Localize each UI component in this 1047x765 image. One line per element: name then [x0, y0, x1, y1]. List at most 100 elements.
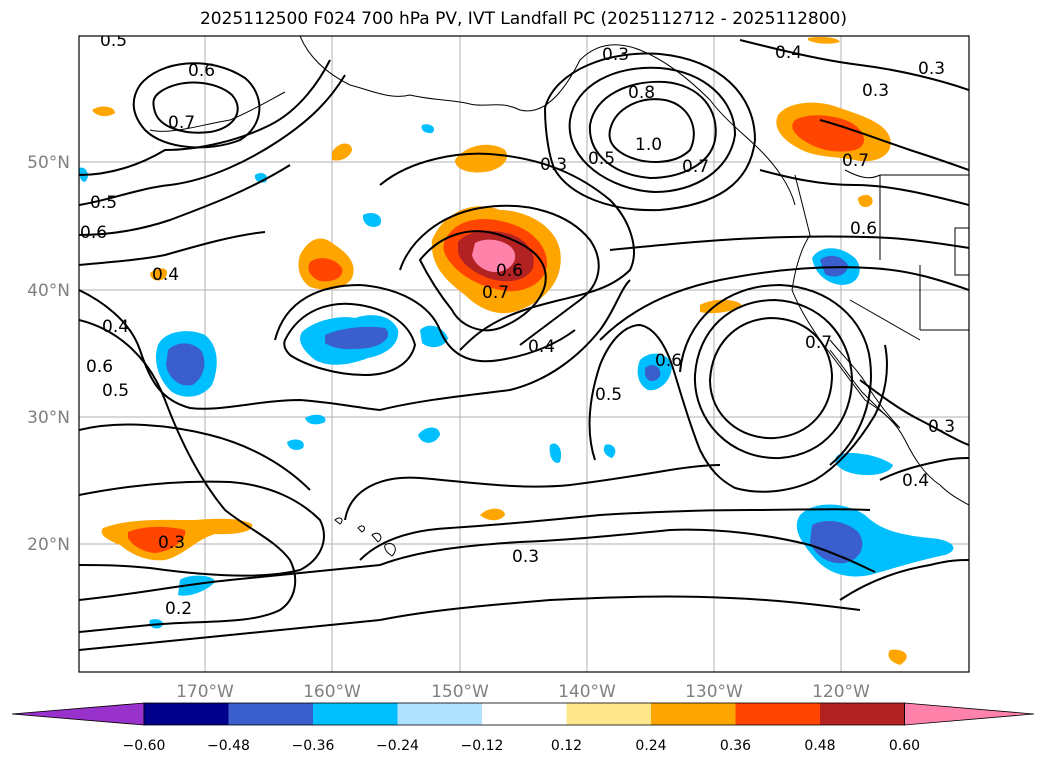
colorbar-tick-label: −0.24	[376, 738, 419, 754]
colorbar-min-extend	[11, 702, 145, 726]
coastline-baja	[829, 339, 901, 429]
lat-label-40n: 40°N	[27, 281, 70, 301]
ivt-neg-region-small4	[362, 213, 382, 227]
contour-label: 0.3	[512, 547, 539, 567]
contour-label: 0.6	[496, 261, 523, 281]
contour-label: 0.5	[588, 149, 615, 169]
ivt-neg-region-mex	[835, 453, 893, 476]
lon-label-160w: 160°W	[303, 682, 361, 702]
map-title: 2025112500 F024 700 hPa PV, IVT Landfall…	[199, 9, 847, 29]
contour-label: 0.3	[158, 533, 185, 553]
contour-label: 0.7	[482, 283, 509, 303]
lon-label-120w: 120°W	[812, 682, 870, 702]
contour-label: 0.3	[918, 59, 945, 79]
contour-label: 0.6	[80, 223, 107, 243]
ivt-neg-region-small2	[418, 427, 440, 443]
contour-label: 0.7	[682, 157, 709, 177]
map-area: 0.5 0.6 0.7 0.5 0.6 0.4 0.4 0.6 0.5 0.3 …	[79, 31, 969, 672]
lat-label-30n: 30°N	[27, 408, 70, 428]
colorbar-tick-label: 0.24	[635, 738, 666, 754]
contour-label: 0.3	[540, 155, 567, 175]
ivt-neg-region-c-inner	[325, 326, 389, 350]
ivt-neg-region-w-inner	[166, 343, 205, 386]
contour-label: 0.2	[165, 599, 192, 619]
colorbar-segment	[735, 703, 820, 725]
contour-label: 0.3	[602, 45, 629, 65]
contour-label: 0.6	[86, 357, 113, 377]
colorbar-segment	[651, 703, 736, 725]
contour-label: 0.4	[102, 317, 129, 337]
coastline-north-america	[791, 169, 969, 506]
ivt-neg-region-small7	[549, 443, 562, 463]
coastlines	[149, 36, 969, 557]
pv-contours	[79, 39, 969, 651]
lon-label-150w: 150°W	[431, 682, 489, 702]
ivt-neg-region-se-inner	[810, 520, 863, 564]
colorbar-segment	[228, 703, 313, 725]
contour-label: 0.4	[775, 43, 802, 63]
ivt-pos-region-small1	[332, 143, 352, 161]
ivt-pos-region-small3	[858, 194, 873, 208]
ivt-pos-region-n	[455, 144, 508, 173]
contour-label: 0.8	[628, 83, 655, 103]
ivt-neg-region-small11	[421, 124, 435, 134]
contour-label: 0.5	[100, 31, 127, 51]
contour-label: 0.5	[595, 385, 622, 405]
contour-label: 0.7	[805, 333, 832, 353]
ivt-neg-region-e-inner	[645, 365, 661, 382]
contour-label: 0.7	[168, 113, 195, 133]
ivt-pos-region-ne-inner	[792, 115, 865, 152]
contour-label: 0.6	[850, 219, 877, 239]
ivt-neg-region-small3	[178, 575, 215, 596]
ivt-pos-region-small4	[480, 508, 505, 521]
contour-labels: 0.5 0.6 0.7 0.5 0.6 0.4 0.4 0.6 0.5 0.3 …	[80, 31, 955, 619]
map-frame	[78, 35, 970, 673]
contour-label: 0.3	[862, 81, 889, 101]
colorbar-segment	[566, 703, 651, 725]
lon-label-170w: 170°W	[176, 682, 234, 702]
ivt-neg-region-small5	[305, 414, 326, 425]
positive-ivt-regions	[92, 37, 907, 665]
contour-label: 0.6	[655, 351, 682, 371]
ivt-pos-region-small6	[150, 268, 168, 281]
state-borders	[849, 175, 969, 341]
colorbar-segment	[313, 703, 398, 725]
lon-label-140w: 140°W	[558, 682, 616, 702]
colorbar-segment	[820, 703, 905, 725]
colorbar-segment	[482, 703, 567, 725]
ivt-neg-region-small6	[287, 439, 304, 450]
colorbar-outline	[143, 702, 905, 726]
latitude-labels: 50°N 40°N 30°N 20°N	[27, 153, 70, 555]
colorbar-tick-label: −0.12	[461, 738, 504, 754]
colorbar-segment	[144, 703, 229, 725]
lat-label-50n: 50°N	[27, 153, 70, 173]
hawaii-islands	[334, 517, 396, 557]
ivt-pos-region-sw-inner	[128, 526, 186, 553]
colorbar-tick-label: −0.36	[292, 738, 335, 754]
colorbar-tick-label: −0.48	[207, 738, 250, 754]
coastline-alaska	[149, 36, 796, 206]
lon-label-130w: 130°W	[685, 682, 743, 702]
colorbar: −0.60 −0.48 −0.36 −0.24 −0.12 0.12 0.24 …	[11, 702, 1035, 754]
contour-label: 0.4	[528, 337, 555, 357]
ivt-pos-region-w-inner	[308, 258, 343, 282]
ivt-pos-region-small8	[888, 649, 907, 665]
contour-label: 0.6	[188, 61, 215, 81]
lat-label-20n: 20°N	[27, 535, 70, 555]
contour-label: 0.4	[152, 265, 179, 285]
colorbar-tick-label: 0.36	[720, 738, 751, 754]
colorbar-tick-label: −0.60	[123, 738, 166, 754]
ivt-pos-region-small5	[92, 106, 115, 117]
colorbar-tick-label: 0.48	[804, 738, 835, 754]
contour-label: 0.4	[902, 471, 929, 491]
contour-label: 0.5	[90, 193, 117, 213]
contour-label: 0.7	[842, 151, 869, 171]
longitude-labels: 170°W 160°W 150°W 140°W 130°W 120°W	[176, 682, 870, 702]
contour-label: 0.3	[928, 417, 955, 437]
colorbar-max-extend	[904, 702, 1035, 726]
contour-label: 0.5	[102, 381, 129, 401]
contour-label: 1.0	[635, 135, 662, 155]
ivt-pos-region-small7	[808, 37, 840, 44]
ivt-neg-region-small12	[603, 444, 616, 458]
